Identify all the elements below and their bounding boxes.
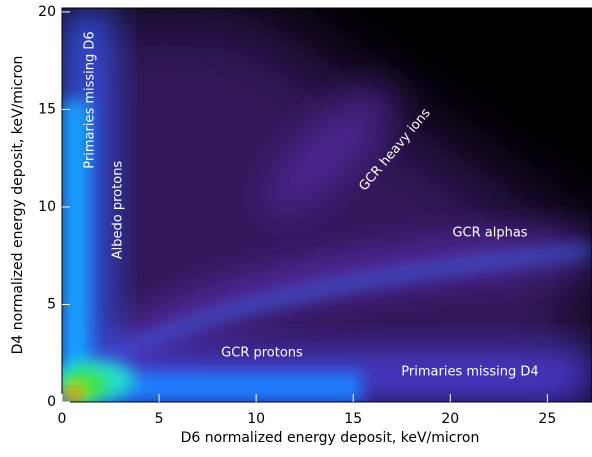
plot-frame [61, 7, 592, 403]
x-tick-label: 25 [538, 411, 556, 427]
annotation: Primaries missing D6 [83, 31, 98, 168]
x-tick-label: 20 [441, 411, 459, 427]
x-tick-label: 0 [58, 411, 67, 427]
annotation: Primaries missing D4 [401, 365, 538, 380]
y-tick-label: 5 [47, 296, 56, 312]
y-axis-label: D4 normalized energy deposit, keV/micron [10, 56, 26, 355]
x-tick-label: 5 [155, 411, 164, 427]
annotation: GCR protons [221, 346, 303, 361]
x-axis-label: D6 normalized energy deposit, keV/micron [181, 430, 480, 446]
annotation: Albedo protons [111, 161, 126, 260]
y-tick-label: 0 [47, 394, 56, 410]
y-tick-label: 10 [38, 199, 56, 215]
y-tick-label: 15 [38, 101, 56, 117]
density-image [62, 8, 592, 402]
x-tick-label: 10 [247, 411, 265, 427]
x-tick-label: 15 [344, 411, 362, 427]
y-tick-label: 20 [38, 4, 56, 20]
annotation: GCR alphas [452, 226, 527, 241]
